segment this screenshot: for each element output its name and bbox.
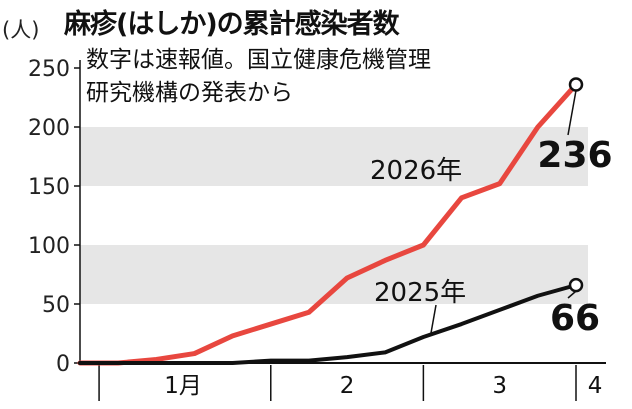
y-tick-label: 50 bbox=[42, 293, 70, 318]
grid-band bbox=[80, 245, 588, 304]
end-label-leader bbox=[567, 90, 577, 136]
series-name-label: 2025年 bbox=[374, 278, 466, 308]
x-month-label: 1月 bbox=[164, 373, 202, 399]
grid-band bbox=[80, 127, 588, 186]
x-month-label: 2 bbox=[340, 373, 355, 399]
x-month-label: 3 bbox=[492, 373, 507, 399]
y-unit-label: (人) bbox=[2, 18, 40, 42]
series-endpoint-marker bbox=[568, 77, 584, 92]
y-tick-label: 250 bbox=[28, 57, 70, 82]
series-line-2026 bbox=[77, 82, 579, 366]
y-tick-label: 200 bbox=[28, 116, 70, 141]
x-month-label: 4 bbox=[588, 373, 603, 399]
y-tick-label: 100 bbox=[28, 234, 70, 259]
series-line-2025 bbox=[78, 283, 578, 365]
series-name-label: 2026年 bbox=[370, 156, 462, 186]
end-label-leader bbox=[567, 290, 577, 299]
chart-title: 麻疹(はしか)の累計感染者数 bbox=[64, 9, 400, 40]
y-tick-label: 150 bbox=[28, 175, 70, 200]
series-endpoint-marker bbox=[568, 277, 584, 293]
y-tick-label: 0 bbox=[56, 352, 70, 377]
chart-subtitle: 数字は速報値。国立健康危機管理 研究機構の発表から bbox=[86, 47, 431, 106]
series-end-label: 66 bbox=[550, 298, 600, 339]
series-end-label: 236 bbox=[537, 135, 612, 176]
series-name-leader bbox=[430, 304, 437, 334]
